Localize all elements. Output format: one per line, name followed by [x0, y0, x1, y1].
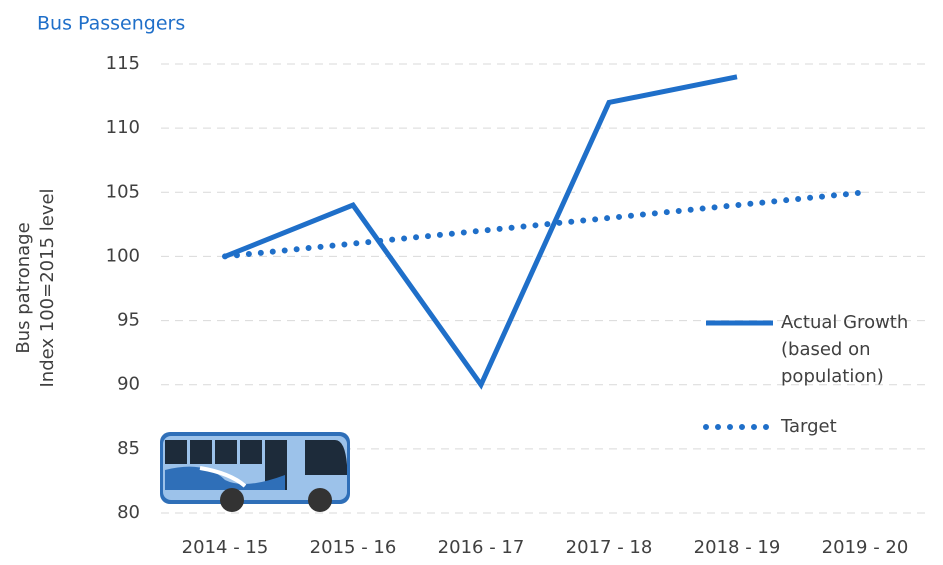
y-tick-label: 80: [117, 502, 140, 523]
x-tick-label: 2015 - 16: [310, 537, 397, 558]
x-tick-label: 2017 - 18: [566, 537, 653, 558]
series-line: [225, 77, 737, 385]
chart-title: Bus Passengers: [37, 13, 185, 35]
x-tick-label: 2018 - 19: [694, 537, 781, 558]
page: Bus Passengers Bus patronage Index 100=2…: [0, 0, 943, 565]
y-axis-label: Bus patronage: [13, 222, 34, 353]
y-tick-label: 110: [106, 117, 140, 138]
y-tick-label: 90: [117, 374, 140, 395]
y-tick-label: 105: [106, 181, 140, 202]
y-tick-label: 115: [106, 53, 140, 74]
y-tick-label: 100: [106, 245, 140, 266]
x-tick-label: 2014 - 15: [182, 537, 269, 558]
y-tick-label: 85: [117, 438, 140, 459]
y-tick-label: 95: [117, 310, 140, 331]
legend-label: Actual Growth (based on population): [781, 309, 941, 390]
x-tick-label: 2016 - 17: [438, 537, 525, 558]
x-tick-label: 2019 - 20: [822, 537, 909, 558]
legend-label: Target: [781, 413, 941, 440]
y-axis-label: Index 100=2015 level: [37, 188, 58, 387]
chart: Bus Passengers Bus patronage Index 100=2…: [0, 0, 943, 565]
bus-icon: [160, 432, 350, 512]
